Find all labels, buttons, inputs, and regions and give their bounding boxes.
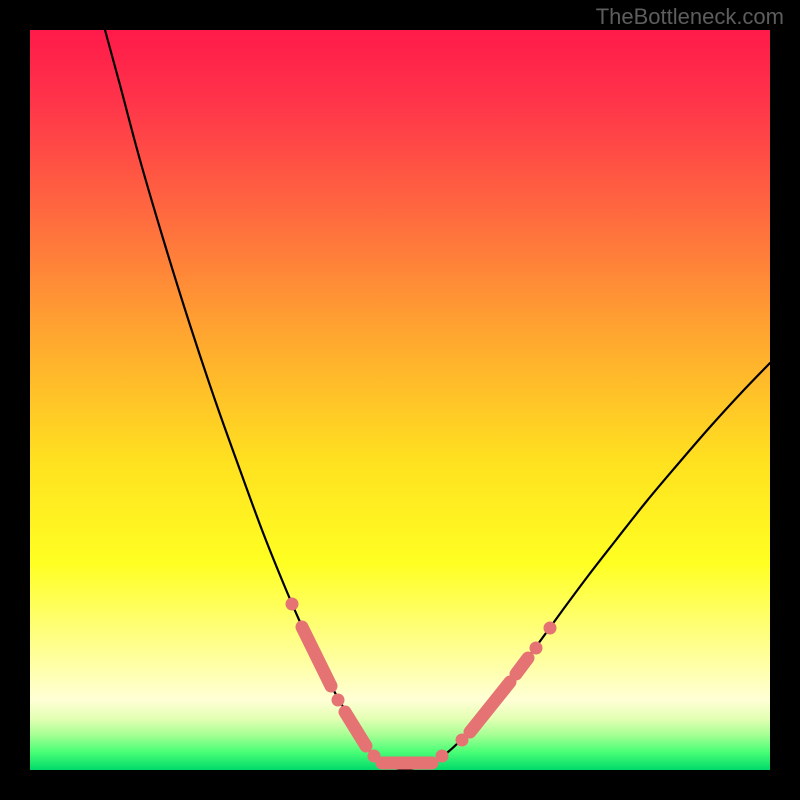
chart-container: TheBottleneck.com — [0, 0, 800, 800]
marker-dot — [530, 642, 543, 655]
marker-dot — [544, 622, 557, 635]
plot-background — [30, 30, 770, 770]
plot-area — [30, 30, 770, 770]
marker-dot — [286, 598, 299, 611]
marker-dot — [436, 750, 449, 763]
marker-dot — [332, 694, 345, 707]
watermark-text: TheBottleneck.com — [596, 4, 784, 30]
chart-svg — [0, 0, 800, 800]
